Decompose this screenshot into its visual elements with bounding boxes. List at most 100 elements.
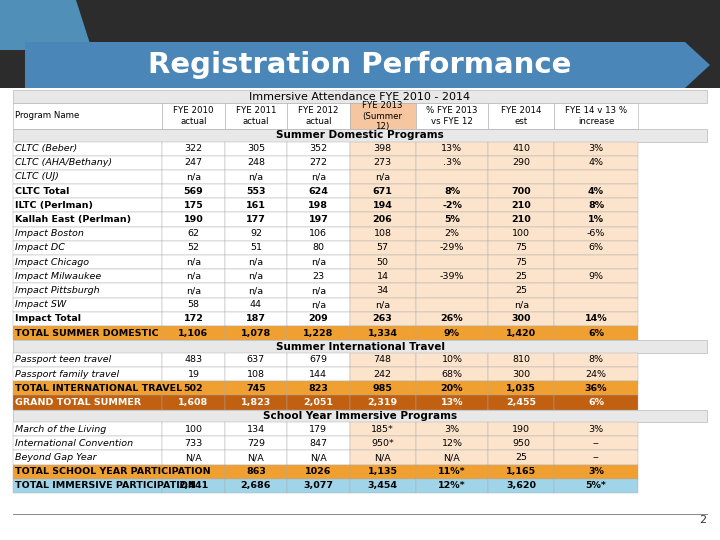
Bar xyxy=(162,255,225,269)
Polygon shape xyxy=(0,0,92,50)
Text: 483: 483 xyxy=(184,355,202,364)
Bar xyxy=(488,103,554,129)
Text: 13%: 13% xyxy=(441,144,462,153)
Text: 733: 733 xyxy=(184,439,202,448)
Text: 58: 58 xyxy=(187,300,199,309)
Bar xyxy=(287,103,350,129)
Bar xyxy=(350,422,415,436)
Bar xyxy=(350,156,415,170)
Bar xyxy=(350,255,415,269)
Bar xyxy=(13,395,162,410)
Bar xyxy=(350,184,415,198)
Text: 24%: 24% xyxy=(585,369,606,379)
Text: 194: 194 xyxy=(373,201,392,210)
Bar xyxy=(13,381,162,395)
Text: 1,228: 1,228 xyxy=(303,329,333,338)
Bar xyxy=(350,381,415,395)
Text: 1,823: 1,823 xyxy=(240,398,271,407)
Bar xyxy=(287,298,350,312)
Bar xyxy=(162,170,225,184)
Text: 92: 92 xyxy=(250,230,262,238)
Text: 700: 700 xyxy=(511,187,531,195)
Text: 190: 190 xyxy=(184,215,203,224)
Text: Passport family travel: Passport family travel xyxy=(15,369,119,379)
Text: 410: 410 xyxy=(513,144,531,153)
Bar xyxy=(0,0,720,88)
Text: 6%: 6% xyxy=(588,329,604,338)
Text: 502: 502 xyxy=(184,384,203,393)
Bar xyxy=(225,479,287,493)
Text: TOTAL SCHOOL YEAR PARTICIPATION: TOTAL SCHOOL YEAR PARTICIPATION xyxy=(15,467,211,476)
Text: 2,441: 2,441 xyxy=(179,482,209,490)
Bar xyxy=(287,395,350,410)
Bar xyxy=(225,367,287,381)
Bar xyxy=(488,241,554,255)
Bar xyxy=(488,450,554,465)
Bar xyxy=(554,198,638,213)
Bar xyxy=(554,184,638,198)
Bar xyxy=(488,141,554,156)
Bar xyxy=(225,170,287,184)
Bar xyxy=(488,353,554,367)
Bar xyxy=(162,198,225,213)
Text: 3,454: 3,454 xyxy=(367,482,397,490)
Text: 3%: 3% xyxy=(588,144,603,153)
Bar xyxy=(554,141,638,156)
Text: 950: 950 xyxy=(513,439,531,448)
Bar xyxy=(162,227,225,241)
Text: 197: 197 xyxy=(308,215,328,224)
Bar xyxy=(13,103,162,129)
Text: 108: 108 xyxy=(247,369,265,379)
Text: 19: 19 xyxy=(187,369,199,379)
Text: 12%*: 12%* xyxy=(438,482,466,490)
Bar xyxy=(162,395,225,410)
Text: Immersive Attendance FYE 2010 - 2014: Immersive Attendance FYE 2010 - 2014 xyxy=(249,91,471,102)
Text: 190: 190 xyxy=(513,424,531,434)
Text: -29%: -29% xyxy=(440,244,464,253)
Text: 679: 679 xyxy=(310,355,328,364)
Bar xyxy=(13,326,162,340)
Text: 1,035: 1,035 xyxy=(506,384,536,393)
Text: 161: 161 xyxy=(246,201,266,210)
Bar xyxy=(415,184,488,198)
Bar xyxy=(287,436,350,450)
Text: Impact DC: Impact DC xyxy=(15,244,65,253)
Text: March of the Living: March of the Living xyxy=(15,424,107,434)
Bar xyxy=(13,353,162,367)
Text: n/a: n/a xyxy=(248,258,264,267)
Bar xyxy=(488,255,554,269)
Text: n/a: n/a xyxy=(311,258,326,267)
Bar xyxy=(554,353,638,367)
Text: 57: 57 xyxy=(377,244,389,253)
Text: FYE 2010
actual: FYE 2010 actual xyxy=(174,106,214,126)
Bar xyxy=(162,479,225,493)
Bar xyxy=(13,312,162,326)
Bar xyxy=(287,213,350,227)
Bar xyxy=(13,284,162,298)
Bar xyxy=(415,395,488,410)
Text: 106: 106 xyxy=(310,230,328,238)
Bar xyxy=(162,103,225,129)
Text: 273: 273 xyxy=(374,158,392,167)
Bar xyxy=(225,381,287,395)
Bar xyxy=(13,241,162,255)
Text: 1026: 1026 xyxy=(305,467,331,476)
Bar xyxy=(554,326,638,340)
Text: CLTC (AHA/Bethany): CLTC (AHA/Bethany) xyxy=(15,158,112,167)
Bar xyxy=(554,241,638,255)
Bar xyxy=(488,422,554,436)
Text: n/a: n/a xyxy=(311,300,326,309)
Text: 5%: 5% xyxy=(444,215,460,224)
Bar xyxy=(350,269,415,284)
Bar xyxy=(350,198,415,213)
Text: 36%: 36% xyxy=(585,384,607,393)
Bar xyxy=(554,255,638,269)
Text: n/a: n/a xyxy=(248,286,264,295)
Bar xyxy=(225,436,287,450)
Bar xyxy=(162,241,225,255)
Text: 624: 624 xyxy=(308,187,328,195)
Bar xyxy=(13,422,162,436)
Bar xyxy=(415,141,488,156)
Bar xyxy=(287,312,350,326)
Bar xyxy=(415,450,488,465)
